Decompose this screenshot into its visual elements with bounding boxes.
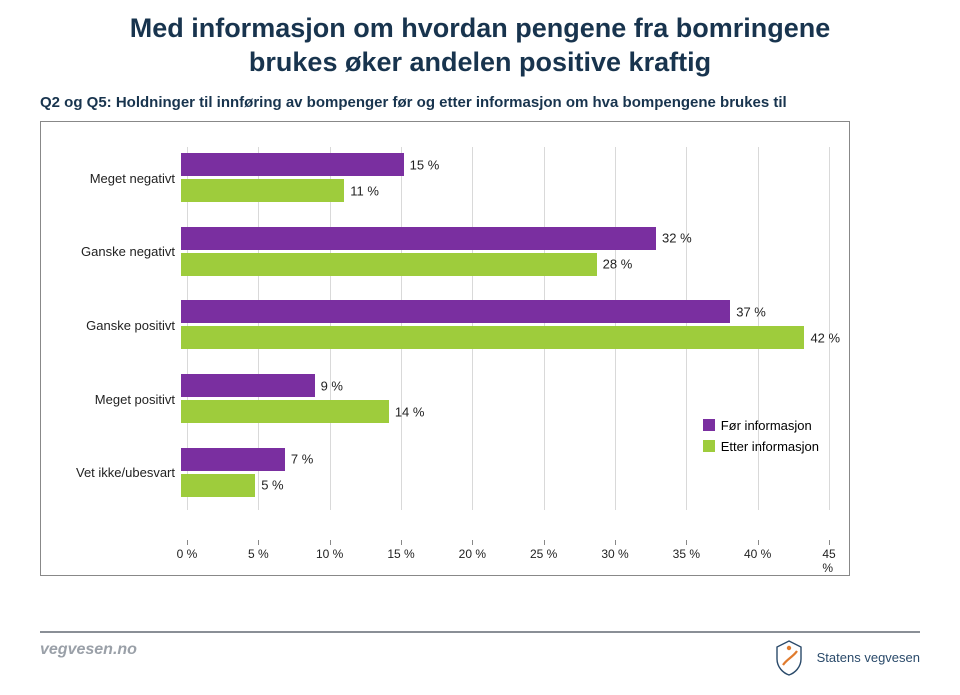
x-tick-label: 30 % bbox=[601, 547, 628, 561]
footer-brand: vegvesen.no bbox=[40, 641, 137, 659]
title-line-2: brukes øker andelen positive kraftig bbox=[249, 47, 711, 77]
category-label: Vet ikke/ubesvart bbox=[41, 465, 181, 480]
bar: 14 % bbox=[181, 400, 389, 423]
bar: 28 % bbox=[181, 253, 597, 276]
x-tick-label: 35 % bbox=[673, 547, 700, 561]
bars-cell: 37 % 42 % bbox=[181, 297, 849, 353]
x-tick bbox=[758, 540, 759, 545]
bar: 37 % bbox=[181, 300, 730, 323]
x-tick bbox=[187, 540, 188, 545]
category-row: Ganske negativt32 %28 % bbox=[41, 224, 849, 280]
slide-subtitle: Q2 og Q5: Holdninger til innføring av bo… bbox=[40, 94, 920, 111]
bar: 9 % bbox=[181, 374, 315, 397]
x-tick bbox=[330, 540, 331, 545]
bar: 32 % bbox=[181, 227, 656, 250]
bar: 11 % bbox=[181, 179, 344, 202]
footer-rule bbox=[40, 631, 920, 633]
bar-value-label: 14 % bbox=[395, 404, 425, 419]
category-label: Ganske negativt bbox=[41, 244, 181, 259]
legend-item: Etter informasjon bbox=[703, 439, 819, 454]
x-tick-label: 25 % bbox=[530, 547, 557, 561]
bar-value-label: 9 % bbox=[321, 378, 343, 393]
legend-item: Før informasjon bbox=[703, 418, 819, 433]
footer-logo: Statens vegvesen bbox=[769, 637, 920, 677]
slide-title: Med informasjon om hvordan pengene fra b… bbox=[40, 12, 920, 80]
category-label: Ganske positivt bbox=[41, 318, 181, 333]
bar-value-label: 32 % bbox=[662, 231, 692, 246]
x-tick-label: 5 % bbox=[248, 547, 269, 561]
bar: 5 % bbox=[181, 474, 255, 497]
chart: Meget negativt15 %11 %Ganske negativt32 … bbox=[40, 121, 850, 576]
category-row: Ganske positivt37 %42 % bbox=[41, 297, 849, 353]
agency-name: Statens vegvesen bbox=[817, 650, 920, 665]
x-tick bbox=[258, 540, 259, 545]
category-label: Meget positivt bbox=[41, 392, 181, 407]
x-tick-label: 10 % bbox=[316, 547, 343, 561]
bar-value-label: 11 % bbox=[350, 183, 379, 198]
category-row: Meget negativt15 %11 % bbox=[41, 150, 849, 206]
x-tick bbox=[615, 540, 616, 545]
agency-crest-icon bbox=[769, 637, 809, 677]
x-tick bbox=[686, 540, 687, 545]
bar-value-label: 37 % bbox=[736, 304, 766, 319]
bar-value-label: 15 % bbox=[410, 157, 440, 172]
legend-swatch bbox=[703, 419, 715, 431]
bar-value-label: 7 % bbox=[291, 452, 313, 467]
bars-cell: 32 % 28 % bbox=[181, 224, 849, 280]
title-line-1: Med informasjon om hvordan pengene fra b… bbox=[130, 13, 831, 43]
x-tick-label: 0 % bbox=[177, 547, 198, 561]
bar: 15 % bbox=[181, 153, 404, 176]
x-tick bbox=[472, 540, 473, 545]
bar: 42 % bbox=[181, 326, 804, 349]
bar-value-label: 42 % bbox=[810, 330, 840, 345]
x-tick-label: 40 % bbox=[744, 547, 771, 561]
x-tick bbox=[544, 540, 545, 545]
x-tick-label: 45 % bbox=[822, 547, 835, 575]
x-tick bbox=[829, 540, 830, 545]
x-axis: 0 %5 %10 %15 %20 %25 %30 %35 %40 %45 % bbox=[187, 539, 829, 540]
bar: 7 % bbox=[181, 448, 285, 471]
footer: vegvesen.no Statens vegvesen bbox=[0, 631, 960, 689]
bars-cell: 15 % 11 % bbox=[181, 150, 849, 206]
x-tick bbox=[401, 540, 402, 545]
x-tick-label: 15 % bbox=[387, 547, 414, 561]
legend-swatch bbox=[703, 440, 715, 452]
legend-label: Før informasjon bbox=[721, 418, 812, 433]
x-tick-label: 20 % bbox=[459, 547, 486, 561]
bar-value-label: 5 % bbox=[261, 478, 283, 493]
legend: Før informasjon Etter informasjon bbox=[703, 418, 819, 460]
legend-label: Etter informasjon bbox=[721, 439, 819, 454]
category-label: Meget negativt bbox=[41, 171, 181, 186]
bar-value-label: 28 % bbox=[603, 257, 633, 272]
